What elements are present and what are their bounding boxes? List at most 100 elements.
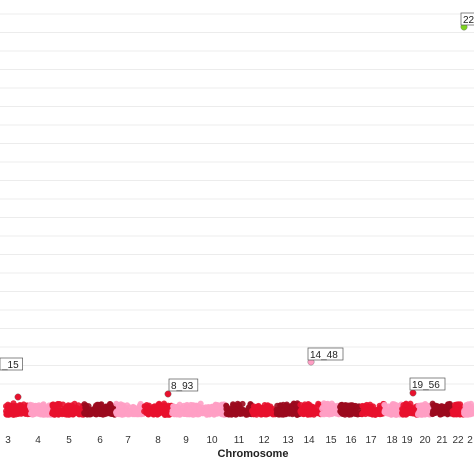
data-point: [341, 403, 348, 410]
data-point: [125, 410, 132, 417]
data-point: [20, 401, 27, 408]
data-point: [124, 402, 131, 409]
data-point: [280, 401, 287, 408]
data-point: [381, 407, 388, 414]
data-point: [93, 411, 100, 417]
data-point: [250, 403, 257, 410]
data-point: [367, 401, 374, 408]
data-point: [49, 410, 56, 417]
data-point: [13, 408, 20, 414]
data-point: [39, 402, 46, 409]
annotation-box: [168, 378, 199, 392]
highlight-point: [14, 393, 22, 401]
data-point: [218, 409, 225, 416]
x-tick-label: 12: [258, 435, 270, 446]
data-point: [455, 401, 462, 408]
x-tick-label: 10: [206, 435, 218, 446]
data-point: [33, 403, 40, 410]
data-point: [171, 410, 178, 417]
data-point: [19, 406, 25, 413]
data-point: [289, 406, 296, 413]
x-tick-label: 17: [365, 435, 377, 446]
data-point: [407, 407, 414, 414]
data-point: [136, 402, 143, 409]
data-point: [11, 403, 18, 409]
annotation-label: 8_93: [171, 381, 194, 392]
data-point: [145, 403, 151, 410]
data-point: [440, 410, 447, 417]
data-point: [420, 402, 427, 409]
x-axis-label: Chromosome: [218, 448, 289, 460]
data-point: [174, 403, 181, 410]
data-point: [236, 401, 243, 408]
data-point: [106, 405, 113, 412]
data-point: [230, 401, 236, 408]
data-point: [306, 404, 313, 411]
x-tick-label: 15: [325, 435, 337, 446]
data-point: [54, 400, 61, 407]
data-point: [462, 409, 469, 416]
data-point: [178, 410, 184, 417]
data-point: [158, 403, 165, 410]
data-point: [366, 410, 373, 417]
data-point: [196, 405, 203, 411]
data-point: [58, 407, 65, 414]
data-point: [415, 402, 422, 409]
data-point: [70, 407, 77, 414]
data-point: [209, 403, 216, 410]
x-tick-label: 5: [66, 435, 72, 446]
data-points: [3, 400, 474, 418]
data-point: [119, 408, 125, 415]
data-point: [50, 402, 57, 409]
x-tick-label: 19: [401, 435, 413, 446]
annotation-label: _15: [1, 360, 19, 371]
data-point: [277, 409, 284, 416]
data-point: [306, 408, 312, 415]
data-point: [348, 404, 355, 411]
data-point: [340, 409, 347, 416]
x-tick-label: 22: [452, 435, 464, 446]
data-point: [235, 408, 242, 415]
x-tick-label: 3: [5, 435, 11, 446]
x-tick-labels: 3 4 5 6 7 8 9 10 11 12 13 14 15 16 17 18 19 20 21 22 2: [5, 435, 473, 446]
data-point: [418, 410, 425, 417]
data-point: [385, 403, 392, 410]
x-tick-label: 18: [386, 435, 398, 446]
data-point: [255, 409, 262, 416]
data-point: [226, 410, 232, 417]
data-point: [469, 409, 474, 416]
highlighted-points: [14, 23, 468, 401]
x-tick-label: 6: [97, 435, 103, 446]
data-point: [315, 400, 322, 407]
annotation-label: 14_48: [310, 350, 338, 361]
data-point: [60, 401, 66, 408]
x-tick-label: 14: [303, 435, 315, 446]
data-point: [390, 407, 397, 414]
grid-lines: [0, 13, 474, 385]
data-point: [31, 407, 38, 414]
x-tick-label: 9: [183, 435, 189, 446]
annotation-label: 19_56: [412, 380, 440, 391]
x-tick-label: 8: [155, 435, 161, 446]
data-point: [314, 410, 321, 417]
annotation-box: [460, 12, 474, 26]
data-point: [223, 403, 230, 410]
data-point: [292, 411, 299, 417]
x-tick-label: 4: [35, 435, 41, 446]
data-point: [266, 410, 273, 416]
data-point: [450, 411, 456, 418]
data-point: [324, 403, 331, 409]
x-tick-label: 13: [282, 435, 294, 446]
data-point: [359, 411, 365, 418]
data-point: [282, 411, 289, 418]
data-point: [432, 408, 439, 415]
data-point: [88, 410, 95, 417]
data-point: [212, 410, 219, 417]
highlight-point: [164, 390, 172, 398]
annotation-label: 22: [463, 15, 474, 26]
x-tick-label: 16: [345, 435, 357, 446]
data-point: [116, 404, 123, 411]
data-point: [260, 405, 267, 412]
data-point: [403, 400, 410, 407]
